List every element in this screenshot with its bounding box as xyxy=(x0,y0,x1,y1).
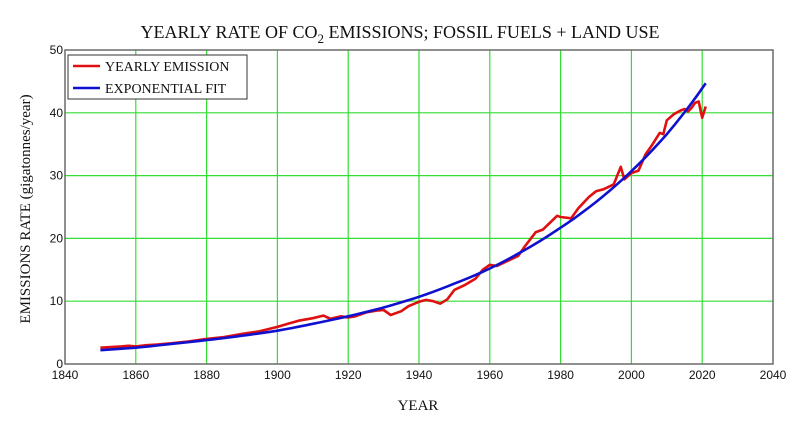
x-tick-label: 1880 xyxy=(193,368,220,382)
x-tick-label: 1920 xyxy=(335,368,362,382)
y-tick-label: 40 xyxy=(50,106,64,120)
legend-label-yearly-emission: YEARLY EMISSION xyxy=(105,60,229,75)
x-tick-label: 1900 xyxy=(264,368,291,382)
x-tick-label: 2000 xyxy=(618,368,645,382)
x-tick-label: 1840 xyxy=(52,368,79,382)
x-tick-label: 1860 xyxy=(122,368,149,382)
x-tick-label: 1960 xyxy=(476,368,503,382)
title-subscript: 2 xyxy=(318,31,325,46)
y-tick-label: 10 xyxy=(50,294,64,308)
y-tick-label: 0 xyxy=(56,357,63,371)
y-axis-title: EMISSIONS RATE (gigatonnes/year) xyxy=(18,94,34,323)
y-tick-label: 50 xyxy=(50,43,64,57)
legend-label-exponential-fit: EXPONENTIAL FIT xyxy=(105,82,227,97)
x-tick-label: 2040 xyxy=(760,368,787,382)
title-main: YEARLY RATE OF CO xyxy=(140,22,317,42)
chart-title: YEARLY RATE OF CO2 EMISSIONS; FOSSIL FUE… xyxy=(140,22,659,46)
x-tick-label: 2020 xyxy=(689,368,716,382)
series-line-yearly-emission xyxy=(100,100,707,349)
legend: YEARLY EMISSION EXPONENTIAL FIT xyxy=(67,54,248,100)
legend-box xyxy=(67,54,248,100)
series-line-exponential-fit xyxy=(100,82,707,352)
x-tick-label: 1980 xyxy=(547,368,574,382)
x-tick-labels: 1840 1860 1880 1900 1920 1940 1960 1980 2000 2020… xyxy=(52,368,787,382)
plot-frame xyxy=(64,49,774,365)
grid-lines xyxy=(65,50,773,364)
x-tick-label: 1940 xyxy=(406,368,433,382)
y-tick-label: 30 xyxy=(50,169,64,183)
x-axis-title: YEAR xyxy=(398,398,439,414)
y-tick-labels: 0 10 20 30 40 50 xyxy=(50,43,64,371)
series-layer xyxy=(100,82,707,352)
title-suffix: EMISSIONS; FOSSIL FUELS + LAND USE xyxy=(324,22,660,42)
y-tick-label: 20 xyxy=(50,231,64,245)
